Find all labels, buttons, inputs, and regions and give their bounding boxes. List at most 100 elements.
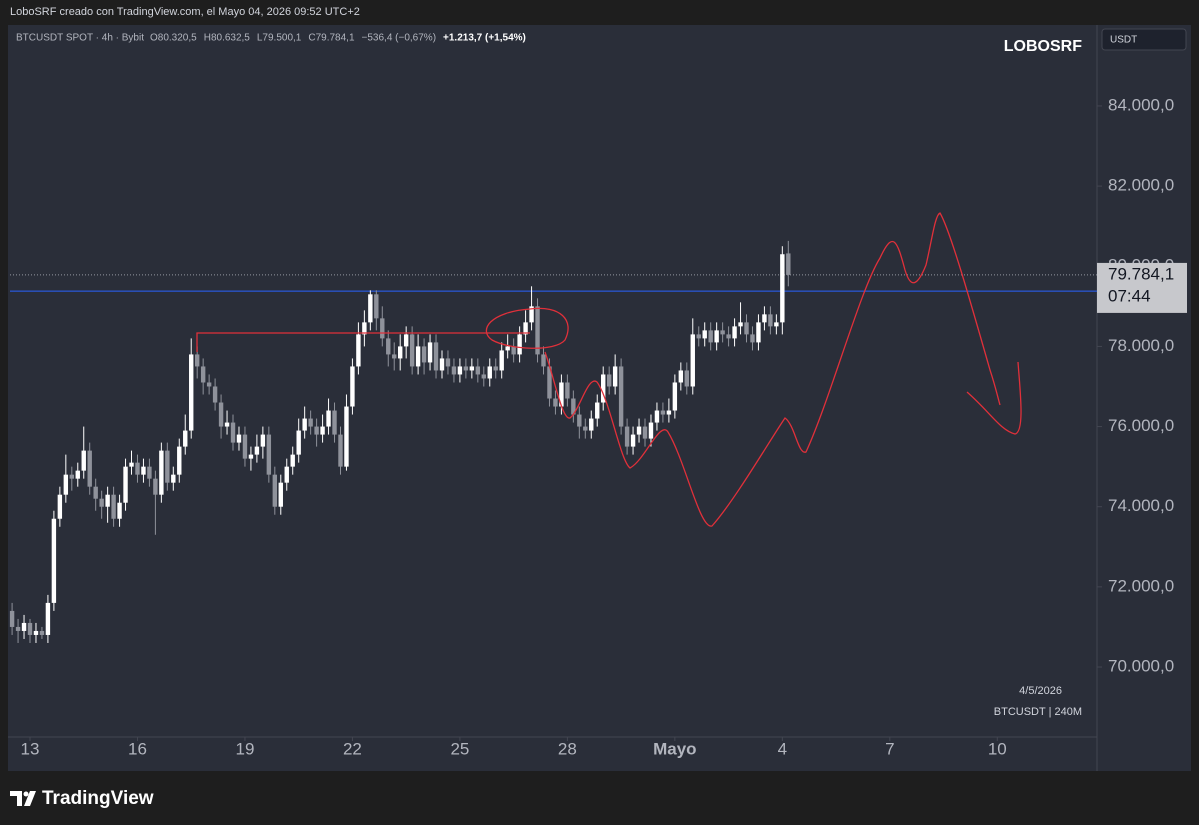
candle-body — [636, 426, 642, 435]
candle-body — [690, 334, 695, 387]
candle-body — [421, 346, 427, 363]
brand: TradingView — [42, 788, 154, 809]
price-label-box — [1097, 262, 1187, 313]
candle-body — [660, 410, 666, 415]
x-tick-label: 16 — [128, 739, 147, 758]
candle-body — [260, 434, 266, 447]
candle-body — [541, 354, 546, 367]
x-tick-label: 7 — [885, 739, 894, 758]
candle-body — [403, 334, 409, 347]
candle-body — [499, 350, 504, 371]
candle-body — [618, 366, 624, 427]
candle-body — [332, 410, 337, 435]
candle-body — [194, 354, 200, 367]
candle-body — [111, 494, 116, 519]
candle-body — [511, 346, 516, 355]
candle-body — [386, 338, 391, 355]
logo-icon — [10, 791, 36, 806]
chart-frame — [8, 25, 1191, 771]
x-tick-label: 22 — [343, 739, 362, 758]
candle-body — [774, 322, 779, 327]
candle-body — [147, 466, 152, 479]
countdown: 07:44 — [1108, 286, 1151, 305]
candle-body — [397, 346, 403, 359]
candle-body — [624, 426, 630, 447]
candle-body — [738, 322, 743, 327]
candle-body — [732, 326, 737, 339]
ohlc-legend: O80.320,5 H80.632,5 L79.500,1 C79.784,1 −536… — [150, 33, 526, 44]
candle-body — [702, 330, 707, 339]
candle-body — [786, 253, 791, 275]
candle-body — [344, 406, 349, 467]
candle-body — [129, 462, 134, 467]
candle-body — [451, 366, 457, 375]
candle-body — [762, 314, 767, 323]
y-tick-label: 76.000,0 — [1108, 416, 1174, 435]
candle-body — [696, 334, 701, 339]
candle-body — [296, 430, 301, 455]
candle-body — [642, 426, 648, 439]
candle-body — [153, 478, 158, 495]
candle-body — [314, 426, 319, 435]
candle-body — [51, 518, 57, 603]
candle-body — [606, 374, 612, 387]
y-tick-label: 70.000,0 — [1108, 657, 1174, 676]
candle-body — [720, 330, 725, 335]
candle-body — [33, 630, 39, 635]
currency-box[interactable] — [1101, 28, 1187, 51]
candle-body — [224, 422, 230, 427]
candle-body — [445, 358, 451, 367]
candle-body — [571, 398, 576, 415]
candle-body — [81, 450, 86, 471]
candle-body — [612, 366, 618, 387]
candle-body — [206, 382, 212, 387]
candle-body — [523, 322, 528, 335]
drawn-path — [544, 212, 1001, 527]
candle-body — [242, 434, 248, 459]
change-label: +1.213,7 (+1,54%) — [443, 33, 526, 44]
candle-body — [21, 622, 27, 631]
candle-body — [189, 354, 194, 431]
candle-body — [439, 358, 445, 371]
candle-body — [547, 366, 552, 399]
candle-body — [601, 374, 606, 403]
candle-body — [768, 314, 773, 327]
candle-body — [535, 306, 540, 355]
candle-body — [93, 486, 98, 499]
candle-body — [368, 294, 373, 323]
candle-body — [308, 418, 313, 427]
candle-body — [87, 450, 92, 487]
candle-body — [284, 466, 289, 483]
candle-body — [756, 322, 761, 343]
candle-body — [75, 470, 80, 479]
candle-body — [595, 402, 600, 419]
candle-body — [487, 366, 492, 379]
candle-body — [475, 366, 481, 375]
candle-body — [648, 422, 654, 439]
candle-body — [666, 410, 672, 415]
candle-body — [714, 330, 719, 343]
y-tick-label: 82.000,0 — [1108, 176, 1174, 195]
top-bar-text: LoboSRF creado con TradingView.com, el M… — [10, 6, 360, 18]
candle-body — [380, 318, 385, 339]
brand-logo: TradingView — [10, 788, 154, 809]
currency[interactable]: USDT — [1110, 35, 1137, 46]
x-tick-label: 25 — [450, 739, 469, 758]
author: LOBOSRF — [1004, 38, 1082, 55]
x-tick-label: Mayo — [653, 739, 696, 758]
candle-body — [326, 410, 331, 427]
y-tick-label: 84.000,0 — [1108, 95, 1174, 114]
ohlc-value: L79.500,1 — [257, 33, 302, 44]
candle-body — [320, 426, 325, 435]
plot-area — [9, 240, 1097, 643]
candle-body — [654, 410, 660, 423]
x-tick-label: 28 — [558, 739, 577, 758]
date-note: 4/5/2026 — [1019, 685, 1062, 697]
candle-body — [39, 630, 45, 635]
x-tick-label: 4 — [778, 739, 787, 758]
candle-body — [135, 462, 140, 475]
x-tick-label: 19 — [235, 739, 254, 758]
drawings — [196, 212, 1022, 527]
